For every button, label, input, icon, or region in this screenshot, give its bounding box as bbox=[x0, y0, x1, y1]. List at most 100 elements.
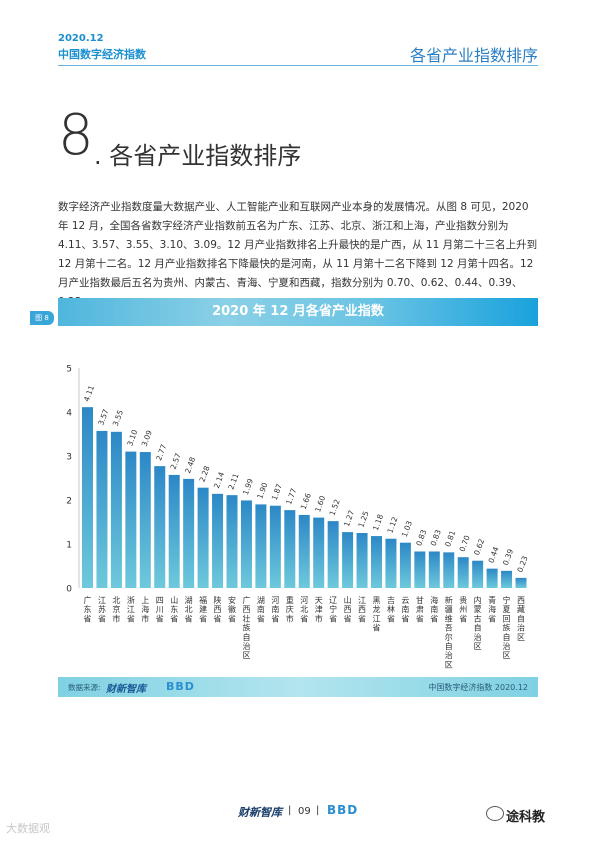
source-logo-bbd: BBD bbox=[166, 680, 195, 693]
category-label: 内蒙古自治区 bbox=[474, 595, 482, 651]
body-paragraph: 数字经济产业指数度量大数据产业、人工智能产业和互联网产业本身的发展情况。从图 8… bbox=[58, 201, 538, 308]
bar bbox=[255, 504, 267, 588]
bar bbox=[342, 532, 354, 588]
bar bbox=[298, 514, 310, 588]
category-label: 新疆维吾尔自治区 bbox=[445, 595, 453, 669]
category-label: 天津市 bbox=[315, 596, 323, 623]
category-label: 江西省 bbox=[358, 596, 366, 623]
bar bbox=[501, 570, 513, 588]
source-label: 数据来源: bbox=[68, 683, 101, 692]
bar-value-label: 0.83 bbox=[429, 528, 443, 547]
bar-value-label: 0.44 bbox=[487, 545, 501, 564]
y-tick-label: 4 bbox=[66, 409, 72, 419]
bar-value-label: 4.11 bbox=[82, 384, 96, 403]
bar-value-label: 1.52 bbox=[328, 498, 342, 517]
category-label: 上海市 bbox=[141, 596, 149, 623]
bar bbox=[197, 487, 209, 588]
header-date: 2020.12 bbox=[58, 33, 104, 44]
category-label: 宁夏回族自治区 bbox=[503, 595, 511, 660]
bar-value-label: 0.81 bbox=[443, 529, 457, 548]
bar-value-label: 3.57 bbox=[96, 408, 110, 427]
bar-value-label: 3.09 bbox=[140, 429, 154, 448]
category-label: 山东省 bbox=[170, 595, 178, 623]
footer-index-date: 中国数字经济指数 2020.12 bbox=[428, 683, 528, 692]
bar-value-label: 1.25 bbox=[356, 510, 370, 529]
y-tick-label: 2 bbox=[66, 497, 72, 507]
bar bbox=[96, 430, 108, 588]
bar-value-label: 3.55 bbox=[111, 408, 125, 427]
bar bbox=[125, 451, 137, 588]
bar bbox=[443, 552, 455, 588]
bar-value-label: 3.10 bbox=[125, 428, 139, 447]
category-label: 四川省 bbox=[156, 596, 164, 623]
bar-value-label: 1.18 bbox=[371, 513, 385, 532]
bar-value-label: 1.99 bbox=[241, 477, 255, 496]
bar-value-label: 1.66 bbox=[299, 492, 313, 511]
figure-tag: 图 8 bbox=[30, 311, 54, 325]
category-label: 湖南省 bbox=[257, 596, 265, 623]
bar bbox=[139, 452, 151, 588]
category-label: 云南省 bbox=[401, 596, 409, 623]
category-label: 北京市 bbox=[112, 596, 120, 623]
bar bbox=[414, 551, 426, 588]
bar bbox=[284, 510, 296, 588]
page-separator: | bbox=[316, 805, 320, 816]
bar-value-label: 0.70 bbox=[458, 534, 472, 553]
category-label: 海南省 bbox=[430, 595, 438, 623]
bar-value-label: 2.48 bbox=[183, 456, 197, 475]
y-tick-label: 0 bbox=[66, 585, 72, 595]
bar-value-label: 0.39 bbox=[501, 548, 515, 567]
bar bbox=[110, 431, 122, 588]
category-label: 山西省 bbox=[344, 595, 352, 623]
bar bbox=[356, 533, 368, 588]
y-tick-label: 1 bbox=[66, 541, 72, 551]
category-label: 贵州省 bbox=[459, 595, 467, 623]
bar-value-label: 2.57 bbox=[169, 452, 183, 471]
category-label: 重庆市 bbox=[286, 595, 294, 623]
wechat-icon bbox=[486, 806, 504, 821]
bar-value-label: 1.77 bbox=[284, 487, 298, 506]
bar-value-label: 1.03 bbox=[400, 519, 414, 538]
bar-value-label: 0.23 bbox=[515, 555, 529, 574]
bar bbox=[240, 500, 252, 588]
category-label: 辽宁省 bbox=[329, 596, 337, 623]
bar bbox=[183, 478, 195, 588]
header-index-name: 中国数字经济指数 bbox=[58, 48, 146, 61]
bar bbox=[82, 407, 93, 588]
source-logo-caixin: 财新智库 bbox=[106, 684, 146, 695]
bar bbox=[154, 466, 166, 588]
bar bbox=[428, 551, 440, 588]
category-label: 安徽省 bbox=[228, 595, 236, 623]
bar-chart: 0 1 2 3 4 5 4.11 广东省 3.57 江苏省 3.55 北京市 3.10 浙江省 3.09 上海… bbox=[66, 365, 529, 670]
section-title: . 各省产业指数排序 bbox=[94, 142, 302, 170]
category-label: 西藏自治区 bbox=[517, 596, 525, 642]
page-logo-bbd: BBD bbox=[327, 803, 359, 817]
bar-value-label: 2.28 bbox=[198, 464, 212, 483]
bar bbox=[212, 493, 224, 588]
category-label: 青海省 bbox=[488, 595, 496, 623]
bar bbox=[327, 521, 339, 588]
bar bbox=[515, 577, 527, 588]
bar-value-label: 0.62 bbox=[472, 537, 486, 556]
page-logo-caixin: 财新智库 bbox=[238, 806, 282, 819]
bar-value-label: 1.60 bbox=[313, 494, 327, 513]
bar-value-label: 2.11 bbox=[226, 472, 240, 491]
bar bbox=[371, 536, 382, 588]
footer-bar: 数据来源: 财新智库 BBD 中国数字经济指数 2020.12 bbox=[58, 677, 538, 697]
bar-value-label: 1.87 bbox=[270, 482, 284, 501]
section-number: 8 bbox=[58, 103, 94, 168]
bar bbox=[399, 542, 411, 588]
header-divider bbox=[58, 65, 538, 66]
category-label: 广西壮族自治区 bbox=[242, 595, 250, 660]
category-label: 广东省 bbox=[84, 595, 92, 623]
watermark-right: 途科教 bbox=[506, 810, 546, 825]
bar-value-label: 1.27 bbox=[342, 509, 356, 528]
category-label: 甘肃省 bbox=[416, 595, 424, 623]
page-number: 09 bbox=[298, 806, 311, 817]
bar bbox=[269, 505, 281, 588]
category-label: 福建省 bbox=[199, 596, 207, 623]
y-tick-label: 3 bbox=[66, 453, 72, 463]
category-label: 江苏省 bbox=[98, 596, 106, 623]
figure-title-bar: 2020 年 12 月各省产业指数 bbox=[58, 298, 538, 326]
bar-value-label: 2.77 bbox=[154, 443, 168, 462]
